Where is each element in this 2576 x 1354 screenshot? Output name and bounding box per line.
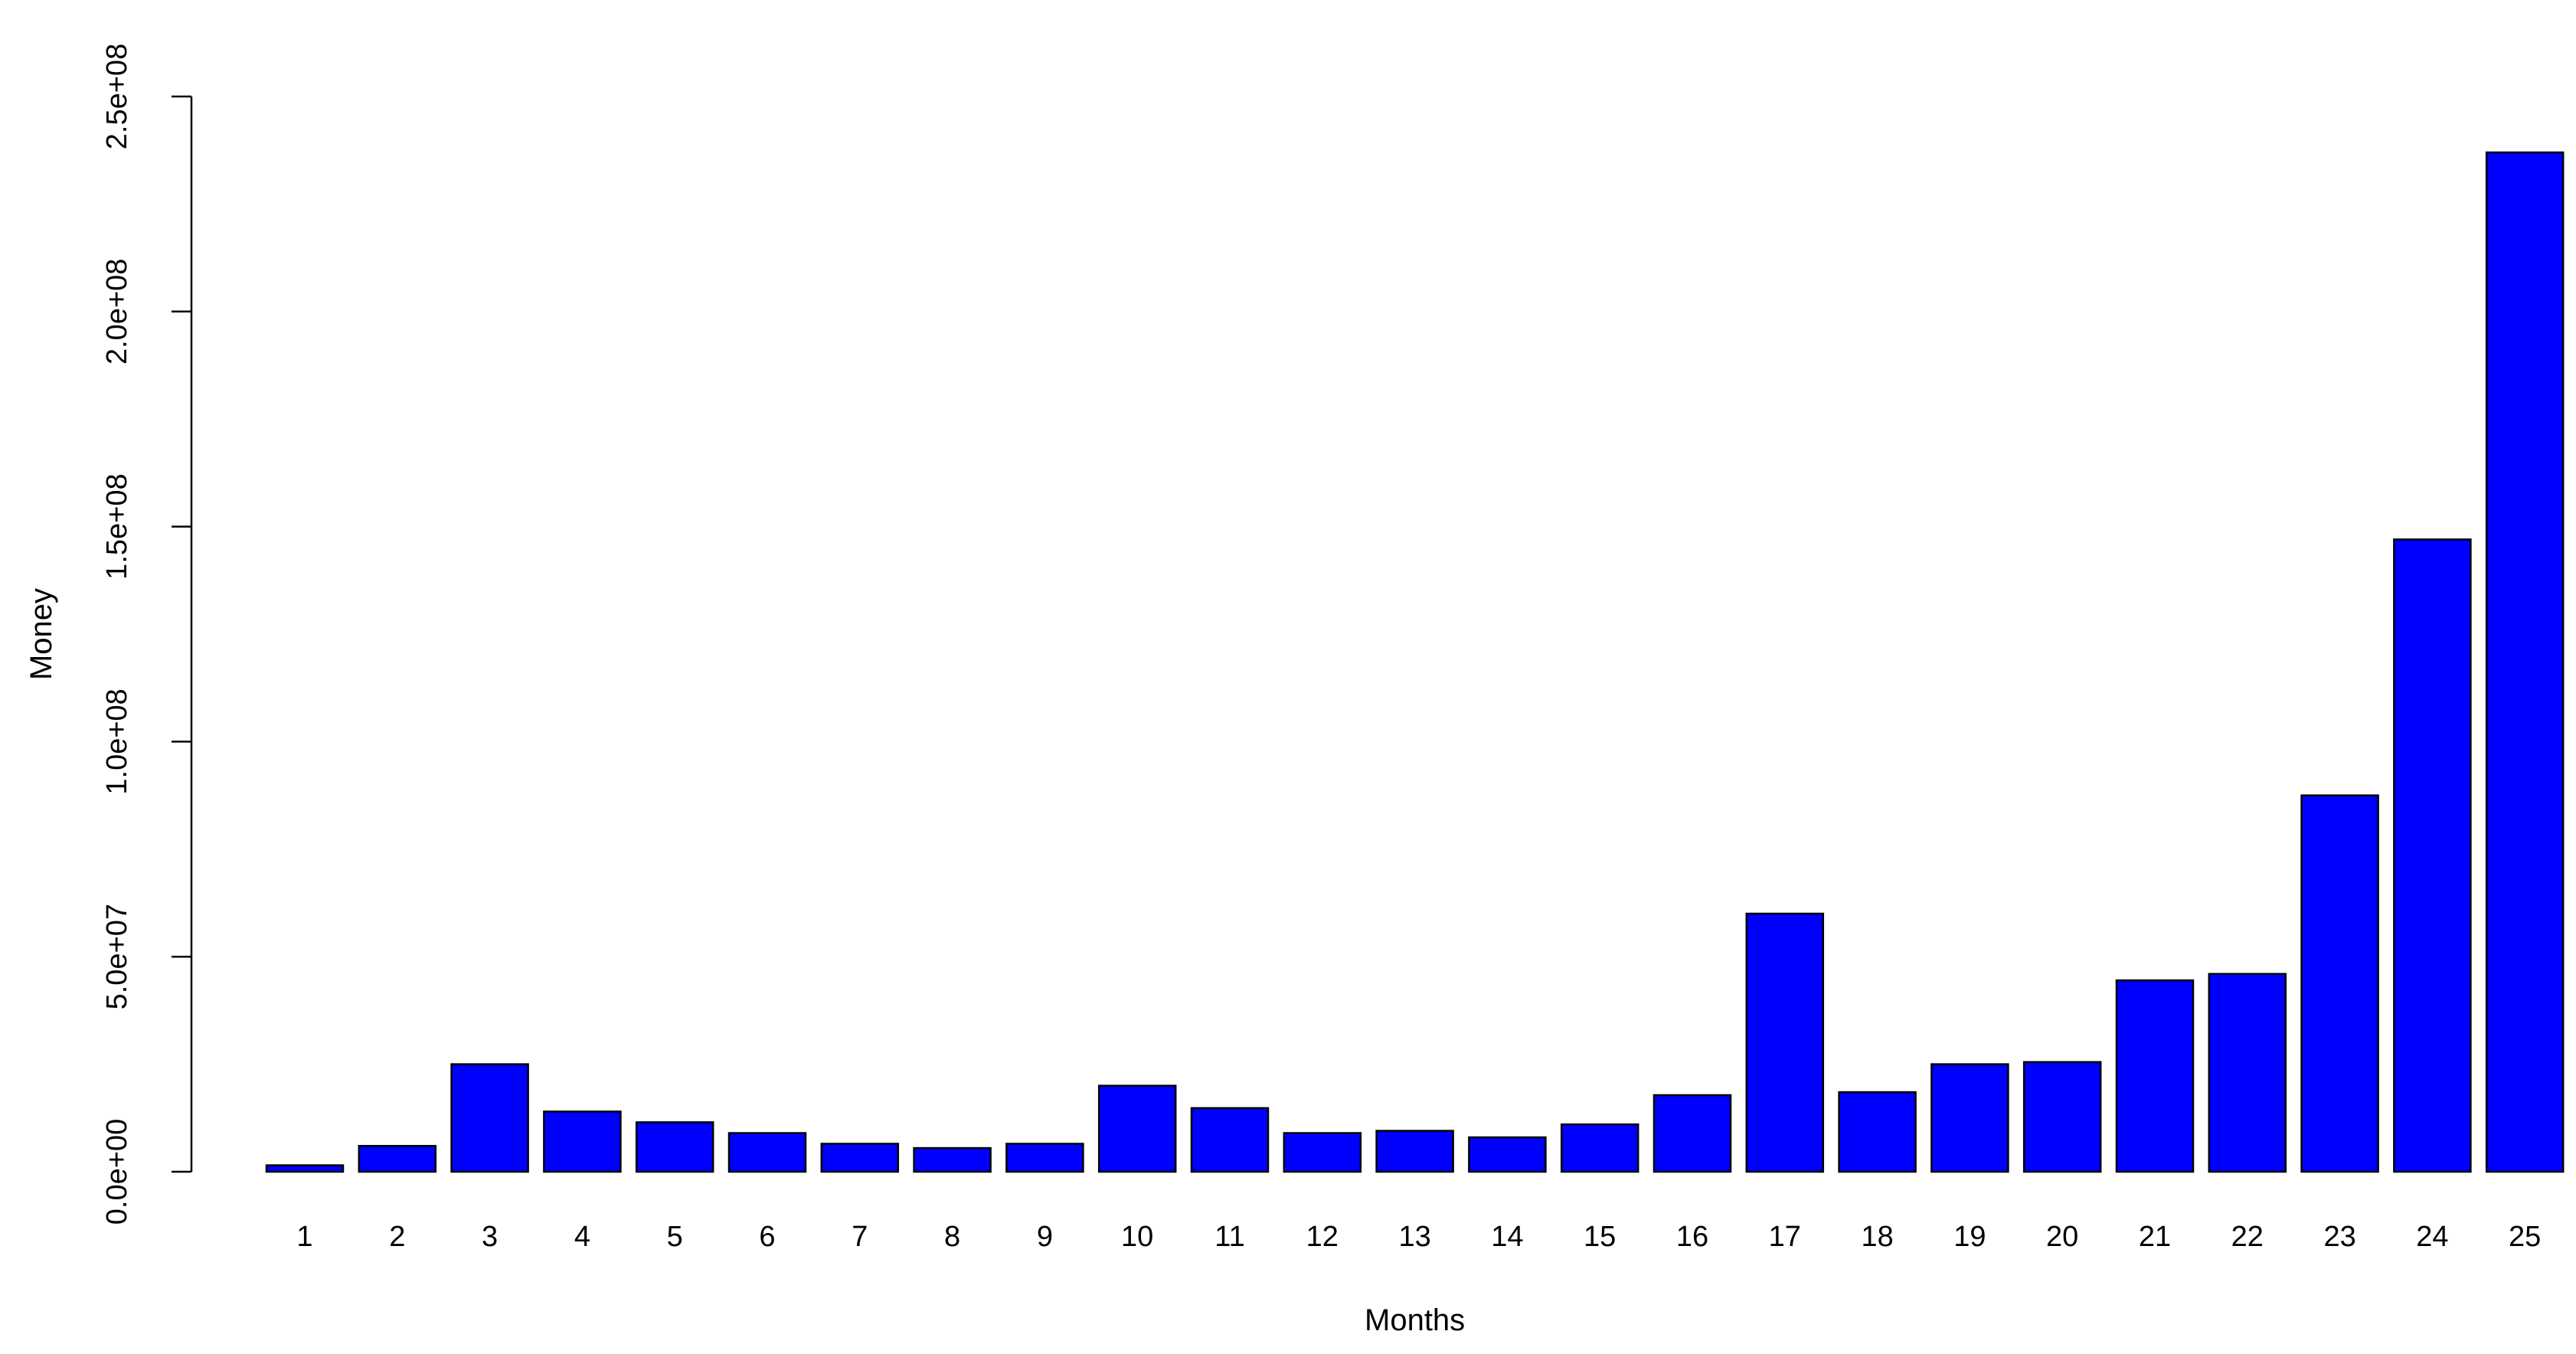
bar-month-5 xyxy=(635,1121,714,1173)
x-tick-label: 9 xyxy=(1037,1221,1053,1253)
y-tick-label: 1.5e+08 xyxy=(101,473,133,579)
y-tick-label: 2.5e+08 xyxy=(101,44,133,149)
bar-month-6 xyxy=(727,1132,807,1173)
x-tick-label: 19 xyxy=(1953,1221,1986,1253)
x-axis-title: Months xyxy=(1365,1303,1465,1337)
y-axis: 0.0e+00 5.0e+07 1.0e+08 1.5e+08 2.0e+08 2.5e+… xyxy=(101,44,193,1225)
x-tick-label: 14 xyxy=(1491,1221,1523,1253)
y-axis-title: Money xyxy=(25,588,58,680)
bar-month-14 xyxy=(1468,1136,1547,1173)
x-tick-label: 10 xyxy=(1121,1221,1153,1253)
y-tick-label: 0.0e+00 xyxy=(101,1119,133,1225)
y-ticks: 0.0e+00 5.0e+07 1.0e+08 1.5e+08 2.0e+08 2.5e+… xyxy=(101,44,191,1225)
x-tick-label: 24 xyxy=(2416,1221,2448,1253)
x-tick-label: 21 xyxy=(2139,1221,2171,1253)
x-tick-label: 2 xyxy=(389,1221,405,1253)
x-tick-label: 20 xyxy=(2046,1221,2078,1253)
bar-month-24 xyxy=(2393,538,2472,1173)
bar-month-1 xyxy=(265,1164,345,1173)
bar-month-25 xyxy=(2485,151,2565,1173)
x-tick-label: 6 xyxy=(759,1221,775,1253)
bar-month-11 xyxy=(1190,1107,1270,1173)
x-tick-label: 8 xyxy=(944,1221,960,1253)
bar-month-9 xyxy=(1005,1143,1084,1173)
x-tick-label: 11 xyxy=(1214,1221,1244,1253)
bar-month-20 xyxy=(2022,1061,2102,1173)
bar-month-4 xyxy=(543,1110,622,1173)
x-tick-label: 3 xyxy=(482,1221,498,1253)
x-tick-label: 5 xyxy=(667,1221,683,1253)
x-tick-label: 16 xyxy=(1676,1221,1708,1253)
x-tick-label: 18 xyxy=(1861,1221,1893,1253)
bar-month-17 xyxy=(1745,912,1825,1173)
bar-month-8 xyxy=(913,1146,992,1173)
bar-month-21 xyxy=(2115,979,2195,1173)
bar-month-19 xyxy=(1930,1063,2009,1173)
x-tick-labels: 1 2 3 4 5 6 7 8 9 10 11 12 13 14 15 16 17 18 19 20 21 22 23 24 2… xyxy=(296,1221,2541,1253)
x-tick-label: 7 xyxy=(852,1221,868,1253)
bar-month-3 xyxy=(450,1063,529,1173)
x-tick-label: 13 xyxy=(1398,1221,1430,1253)
bar-month-10 xyxy=(1097,1084,1177,1173)
bar-month-13 xyxy=(1375,1130,1454,1173)
x-tick-label: 4 xyxy=(574,1221,590,1253)
y-tick-label: 1.0e+08 xyxy=(101,688,133,794)
x-tick-label: 12 xyxy=(1306,1221,1339,1253)
y-tick-label: 2.0e+08 xyxy=(101,259,133,365)
bar-month-23 xyxy=(2300,794,2379,1173)
bar-month-12 xyxy=(1283,1132,1362,1173)
x-tick-label: 25 xyxy=(2509,1221,2541,1253)
bar-month-18 xyxy=(1838,1091,1917,1173)
x-tick-label: 23 xyxy=(2323,1221,2355,1253)
x-tick-label: 1 xyxy=(296,1221,312,1253)
y-tick-label: 5.0e+07 xyxy=(101,904,133,1009)
bar-month-7 xyxy=(820,1143,900,1173)
bar-month-16 xyxy=(1652,1094,1732,1173)
x-tick-label: 15 xyxy=(1584,1221,1616,1253)
x-tick-label: 22 xyxy=(2231,1221,2264,1253)
bar-month-2 xyxy=(358,1145,437,1173)
bar-month-22 xyxy=(2208,973,2287,1173)
bar-month-15 xyxy=(1560,1123,1639,1173)
bars xyxy=(265,151,2565,1173)
x-tick-label: 17 xyxy=(1769,1221,1801,1253)
